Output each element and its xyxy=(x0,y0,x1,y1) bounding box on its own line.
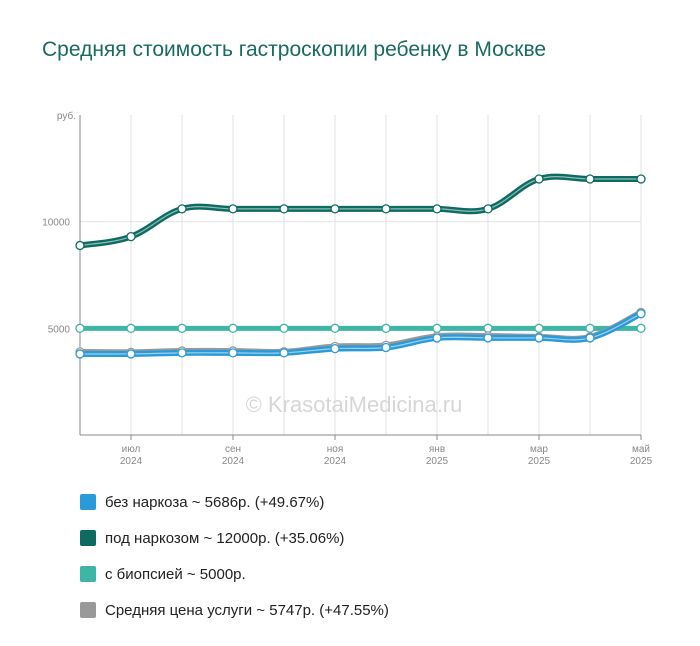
legend-label: без наркоза ~ 5686р. (+49.67%) xyxy=(105,493,325,511)
data-point[interactable] xyxy=(279,323,289,333)
data-point[interactable] xyxy=(585,323,595,333)
legend-item[interactable]: без наркоза ~ 5686р. (+49.67%) xyxy=(80,484,389,520)
x-tick-month: мар xyxy=(530,444,548,455)
legend-item[interactable]: Средняя цена услуги ~ 5747р. (+47.55%) xyxy=(80,592,389,628)
data-point[interactable] xyxy=(177,204,187,214)
x-tick-year: 2025 xyxy=(528,456,551,467)
x-tick-month: сен xyxy=(225,444,241,455)
data-point[interactable] xyxy=(330,204,340,214)
x-tick-year: 2025 xyxy=(630,456,653,467)
series-line-highlight-0 xyxy=(79,313,642,355)
data-point[interactable] xyxy=(228,204,238,214)
data-point[interactable] xyxy=(483,323,493,333)
data-point[interactable] xyxy=(75,323,85,333)
data-point[interactable] xyxy=(126,323,136,333)
legend-swatch xyxy=(80,530,96,546)
data-point[interactable] xyxy=(483,204,493,214)
legend-label: под наркозом ~ 12000р. (+35.06%) xyxy=(105,529,345,547)
grid-layer xyxy=(80,115,642,435)
x-tick-year: 2024 xyxy=(120,456,143,467)
x-tick-year: 2025 xyxy=(426,456,449,467)
data-point[interactable] xyxy=(228,348,238,358)
series-line-1 xyxy=(77,173,644,249)
x-tick-month: ноя xyxy=(327,444,344,455)
data-point[interactable] xyxy=(381,204,391,214)
legend-label: с биопсией ~ 5000р. xyxy=(105,565,246,583)
data-point[interactable] xyxy=(585,333,595,343)
y-tick-label: 5000 xyxy=(48,324,71,335)
x-tick-month: янв xyxy=(429,444,445,455)
data-point[interactable] xyxy=(75,349,85,359)
legend-swatch xyxy=(80,494,96,510)
legend-item[interactable]: под наркозом ~ 12000р. (+35.06%) xyxy=(80,520,389,556)
data-point[interactable] xyxy=(483,333,493,343)
watermark: © KrasotaiMedicina.ru xyxy=(246,392,463,417)
data-point[interactable] xyxy=(381,342,391,353)
data-point[interactable] xyxy=(330,323,340,333)
series-layer xyxy=(77,173,644,358)
data-point[interactable] xyxy=(636,309,646,319)
y-unit-label: руб. xyxy=(57,110,76,122)
data-point[interactable] xyxy=(534,174,544,184)
data-point[interactable] xyxy=(228,323,238,333)
data-point[interactable] xyxy=(534,323,544,333)
data-point[interactable] xyxy=(279,348,289,358)
x-tick-year: 2024 xyxy=(324,456,347,467)
data-point[interactable] xyxy=(585,174,595,184)
line-chart: 500010000руб.июл2024сен2024ноя2024янв202… xyxy=(42,110,652,467)
data-point[interactable] xyxy=(636,323,646,333)
legend-swatch xyxy=(80,602,96,618)
data-point[interactable] xyxy=(75,240,85,251)
legend-item[interactable]: с биопсией ~ 5000р. xyxy=(80,556,389,592)
x-tick-month: июл xyxy=(122,444,141,455)
chart-title: Средняя стоимость гастроскопии ребенку в… xyxy=(42,38,547,61)
data-point[interactable] xyxy=(177,323,187,333)
x-tick-month: май xyxy=(632,444,650,455)
data-point[interactable] xyxy=(534,333,544,343)
data-point[interactable] xyxy=(432,204,442,214)
data-point[interactable] xyxy=(432,333,442,343)
points-layer xyxy=(75,174,646,359)
data-point[interactable] xyxy=(126,231,136,242)
y-tick-label: 10000 xyxy=(42,218,70,229)
data-point[interactable] xyxy=(432,323,442,333)
data-point[interactable] xyxy=(177,348,187,358)
legend-swatch xyxy=(80,566,96,582)
axes-layer: 500010000руб.июл2024сен2024ноя2024янв202… xyxy=(42,110,652,467)
legend: без наркоза ~ 5686р. (+49.67%) под наркоз… xyxy=(80,484,389,628)
x-tick-year: 2024 xyxy=(222,456,245,467)
data-point[interactable] xyxy=(126,349,136,359)
data-point[interactable] xyxy=(381,323,391,333)
data-point[interactable] xyxy=(279,204,289,214)
legend-label: Средняя цена услуги ~ 5747р. (+47.55%) xyxy=(105,601,389,619)
data-point[interactable] xyxy=(636,174,646,184)
data-point[interactable] xyxy=(330,343,340,354)
